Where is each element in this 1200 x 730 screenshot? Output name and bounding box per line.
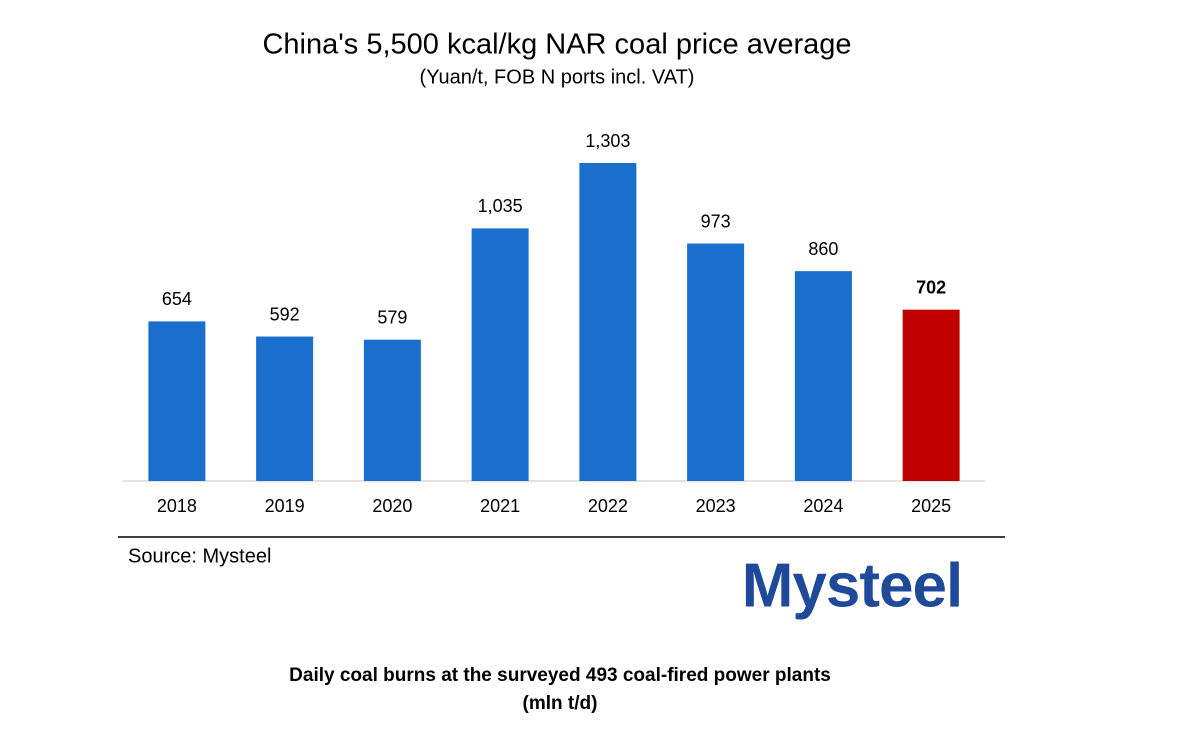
- value-label: 1,303: [585, 131, 630, 151]
- x-tick-label: 2022: [588, 496, 628, 516]
- bar: [363, 339, 421, 481]
- x-tick-label: 2021: [480, 496, 520, 516]
- value-label: 860: [808, 239, 838, 259]
- bar: [256, 336, 314, 481]
- source: Source: Mysteel: [128, 545, 271, 567]
- chart-title: China's 5,500 kcal/kg NAR coal price ave…: [262, 29, 851, 61]
- bar: [902, 309, 960, 481]
- x-tick-label: 2018: [157, 496, 197, 516]
- value-label: 702: [916, 277, 946, 297]
- value-label: 592: [270, 304, 300, 324]
- bar: [148, 321, 206, 481]
- x-tick-label: 2020: [372, 496, 412, 516]
- x-tick-label: 2023: [696, 496, 736, 516]
- x-tick-label: 2025: [911, 496, 951, 516]
- bar: [794, 271, 852, 481]
- next-chart-subtitle: (mln t/d): [523, 693, 598, 714]
- bar: [687, 243, 745, 481]
- x-tick-label: 2024: [803, 496, 843, 516]
- value-label: 1,035: [478, 196, 523, 216]
- x-tick-label: 2019: [265, 496, 305, 516]
- chart-subtitle: (Yuan/t, FOB N ports incl. VAT): [420, 66, 695, 88]
- next-chart-title: Daily coal burns at the surveyed 493 coa…: [289, 665, 831, 686]
- bar: [579, 163, 637, 481]
- value-label: 973: [701, 211, 731, 231]
- value-label: 579: [377, 307, 407, 327]
- bar: [471, 228, 529, 481]
- logo: Mysteel: [742, 551, 962, 620]
- value-label: 654: [162, 289, 192, 309]
